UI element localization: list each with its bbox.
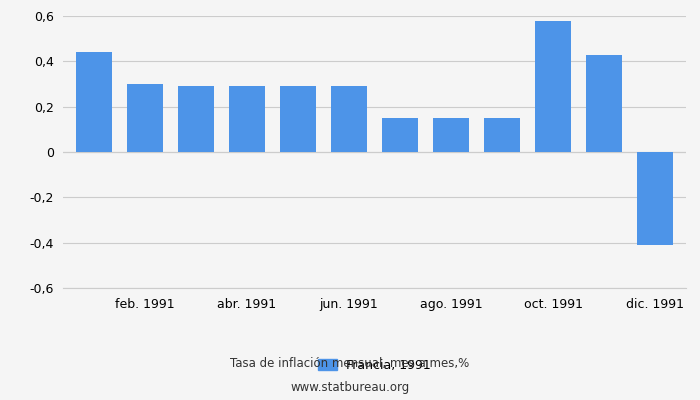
Bar [76,52,111,152]
Bar [587,54,622,152]
Bar [280,86,316,152]
Bar [484,118,520,152]
Bar [638,152,673,245]
Legend: Francia, 1991: Francia, 1991 [313,354,436,377]
Text: www.statbureau.org: www.statbureau.org [290,382,410,394]
Bar [536,20,571,152]
Bar [331,86,367,152]
Bar [178,86,214,152]
Bar [229,86,265,152]
Bar [433,118,469,152]
Text: Tasa de inflación mensual, mes a mes,%: Tasa de inflación mensual, mes a mes,% [230,358,470,370]
Bar [127,84,162,152]
Bar [382,118,418,152]
